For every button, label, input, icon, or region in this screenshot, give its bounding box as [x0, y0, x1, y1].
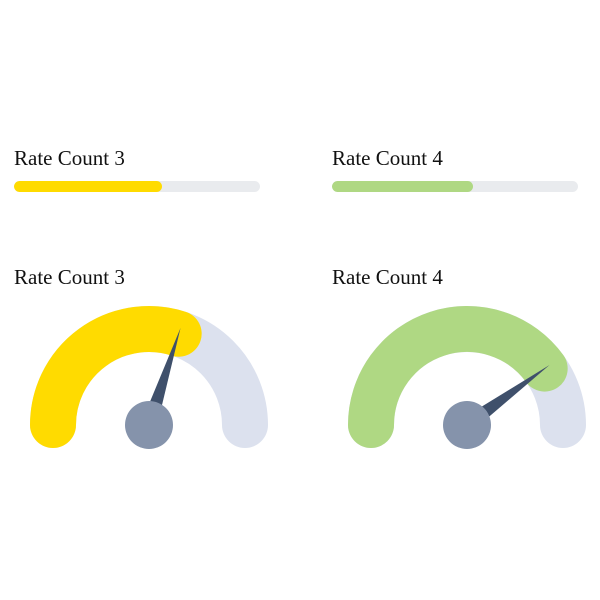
- gauge-label-1: Rate Count 3: [14, 265, 125, 289]
- gauge-fill: [30, 306, 202, 448]
- gauge-fill: [348, 306, 568, 448]
- progress-bar-fill-1: [14, 181, 162, 192]
- progress-bar-1: [14, 181, 260, 192]
- gauge-hub: [125, 401, 173, 449]
- gauge-1: [30, 306, 268, 449]
- progress-label-1: Rate Count 3: [14, 146, 125, 170]
- progress-label-2: Rate Count 4: [332, 146, 443, 170]
- progress-bar-2: [332, 181, 578, 192]
- progress-bar-fill-2: [332, 181, 473, 192]
- gauge-hub: [443, 401, 491, 449]
- gauge-2: [348, 306, 586, 449]
- gauge-label-2: Rate Count 4: [332, 265, 443, 289]
